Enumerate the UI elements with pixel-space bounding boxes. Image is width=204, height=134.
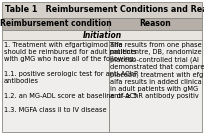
Bar (2, 30, 202, 40)
Bar (2, 2, 202, 18)
Bar (109, 18, 202, 30)
Text: Reason: Reason (140, 20, 171, 29)
Bar (2, 18, 109, 30)
Text: The results from one phase
multicentre, DB, randomize
placebo-controlled trial (: The results from one phase multicentre, … (111, 42, 204, 99)
Text: Reimbursement condition: Reimbursement condition (0, 20, 111, 29)
Bar (109, 40, 202, 132)
Text: Table 1   Reimbursement Conditions and Reasons: Table 1 Reimbursement Conditions and Rea… (5, 5, 204, 14)
Bar (2, 40, 109, 132)
Text: Initiation: Initiation (82, 31, 122, 40)
Text: 1. Treatment with efgartigimod alfa
should be reimbursed for adult patients
with: 1. Treatment with efgartigimod alfa shou… (3, 42, 138, 113)
